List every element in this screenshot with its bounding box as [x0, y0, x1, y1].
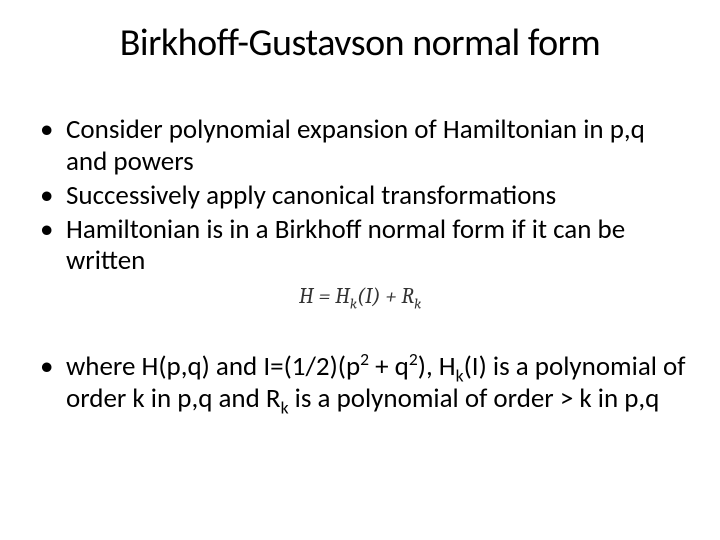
bullet-item: Hamiltonian is in a Birkhoff normal form… — [32, 214, 688, 278]
bullet-item: Consider polynomial expansion of Hamilto… — [32, 114, 688, 178]
bullet-item: Successively apply canonical transformat… — [32, 180, 688, 212]
slide-title: Birkhoff-Gustavson normal form — [32, 20, 688, 66]
slide: Birkhoff-Gustavson normal form Consider … — [0, 0, 720, 540]
bullet-list-1: Consider polynomial expansion of Hamilto… — [32, 114, 688, 277]
spacer — [32, 311, 688, 351]
formula: H = Hk(I) + Rk — [32, 283, 688, 309]
bullet-list-2: where H(p,q) and I=(1/2)(p2 + q2), Hk(I)… — [32, 351, 688, 415]
bullet-item: where H(p,q) and I=(1/2)(p2 + q2), Hk(I)… — [32, 351, 688, 415]
